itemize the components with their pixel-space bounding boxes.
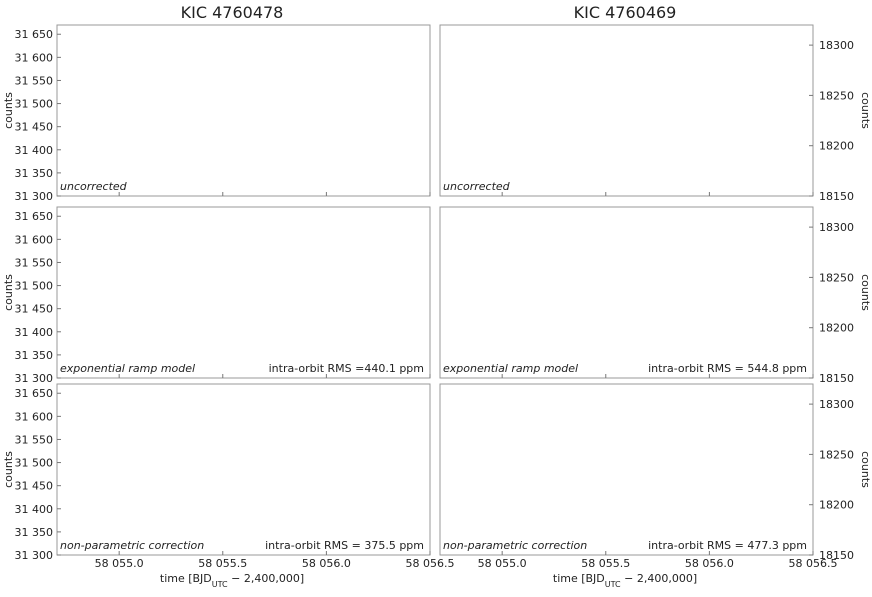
y-axis-title: counts — [2, 274, 15, 311]
panel-left-row-2: 31 300 31 350 31 400 31 450 31 500 31 550 31 6… — [2, 206, 431, 385]
panel-method-label: non-parametric correction — [60, 539, 204, 552]
y-tick-label: 31 550 — [15, 256, 54, 269]
x-tick-label: 58 055.5 — [198, 557, 247, 570]
y-tick-label: 31 650 — [15, 387, 54, 400]
panel-right-row-2: 18150 18200 18250 18300 counts exponential ra… — [439, 206, 872, 385]
panel-method-label: uncorrected — [60, 180, 128, 193]
y-tick-label: 31 350 — [15, 167, 54, 180]
y-tick-label: 31 400 — [15, 503, 54, 516]
x-axis-title-left: time [BJDUTC − 2,400,000] — [160, 572, 304, 589]
panel-frame — [56, 383, 431, 556]
panel-frame — [56, 206, 431, 379]
x-tick-label: 58 055.5 — [581, 557, 630, 570]
y-axis-title: counts — [859, 92, 872, 129]
panel-left-row-1: 31 300 31 350 31 400 31 450 31 500 31 550 31 6… — [2, 24, 431, 203]
y-tick-label: 31 600 — [15, 233, 54, 246]
y-tick-label: 18300 — [819, 398, 854, 411]
panel-rms-label: intra-orbit RMS = 477.3 ppm — [648, 539, 807, 552]
x-tick-label: 58 056.5 — [789, 557, 838, 570]
x-tick-label: 58 056.0 — [302, 557, 351, 570]
y-tick-label: 31 400 — [15, 326, 54, 339]
x-tick-label: 58 055.0 — [95, 557, 144, 570]
y-tick-label: 18300 — [819, 221, 854, 234]
y-tick-label: 18150 — [819, 190, 854, 203]
panel-rms-label: intra-orbit RMS =440.1 ppm — [269, 362, 424, 375]
y-tick-label: 31 650 — [15, 28, 54, 41]
y-axis-title: counts — [859, 274, 872, 311]
x-tick-label: 58 055.0 — [478, 557, 527, 570]
y-tick-label: 31 550 — [15, 74, 54, 87]
y-tick-label: 31 600 — [15, 51, 54, 64]
panel-method-label: exponential ramp model — [60, 362, 195, 375]
y-tick-label: 31 450 — [15, 303, 54, 316]
panel-method-label: non-parametric correction — [443, 539, 587, 552]
y-axis-title: counts — [2, 451, 15, 488]
y-tick-label: 31 450 — [15, 480, 54, 493]
y-tick-label: 18150 — [819, 549, 854, 562]
y-tick-label: 31 300 — [15, 190, 54, 203]
y-tick-label: 31 650 — [15, 210, 54, 223]
panel-frame — [439, 206, 814, 379]
panel-left-row-3: 58 055.0 58 055.5 58 056.0 58 056.5 31 300 31… — [2, 383, 455, 570]
panel-rms-label: intra-orbit RMS = 375.5 ppm — [265, 539, 424, 552]
y-tick-label: 31 350 — [15, 349, 54, 362]
y-tick-label: 31 500 — [15, 457, 54, 470]
y-tick-label: 18200 — [819, 140, 854, 153]
x-tick-label: 58 056.5 — [406, 557, 455, 570]
y-tick-label: 18200 — [819, 499, 854, 512]
x-axis-title-right: time [BJDUTC − 2,400,000] — [553, 572, 697, 589]
y-tick-label: 31 500 — [15, 280, 54, 293]
panel-grid: 31 300 31 350 31 400 31 450 31 500 31 550 31 6… — [2, 24, 872, 570]
y-tick-label: 18150 — [819, 372, 854, 385]
panel-rms-label: intra-orbit RMS = 544.8 ppm — [648, 362, 807, 375]
y-tick-label: 18250 — [819, 271, 854, 284]
y-tick-label: 31 350 — [15, 526, 54, 539]
column-title-right: KIC 4760469 — [574, 3, 677, 22]
y-tick-label: 18250 — [819, 89, 854, 102]
x-tick-label: 58 056.0 — [685, 557, 734, 570]
column-title-left: KIC 4760478 — [181, 3, 284, 22]
y-tick-label: 18200 — [819, 322, 854, 335]
panel-right-row-1: 18150 18200 18250 18300 counts uncorrected — [439, 24, 872, 203]
y-tick-label: 31 300 — [15, 549, 54, 562]
y-tick-label: 31 500 — [15, 98, 54, 111]
y-tick-label: 31 400 — [15, 144, 54, 157]
y-tick-label: 31 300 — [15, 372, 54, 385]
panel-frame — [439, 24, 814, 197]
y-tick-label: 18250 — [819, 448, 854, 461]
y-tick-label: 31 600 — [15, 410, 54, 423]
y-tick-label: 18300 — [819, 39, 854, 52]
y-axis-title: counts — [2, 92, 15, 129]
y-tick-label: 31 550 — [15, 433, 54, 446]
y-tick-label: 31 450 — [15, 121, 54, 134]
panel-method-label: exponential ramp model — [443, 362, 578, 375]
panel-frame — [56, 24, 431, 197]
panel-method-label: uncorrected — [443, 180, 511, 193]
y-axis-title: counts — [859, 451, 872, 488]
panel-frame — [439, 383, 814, 556]
